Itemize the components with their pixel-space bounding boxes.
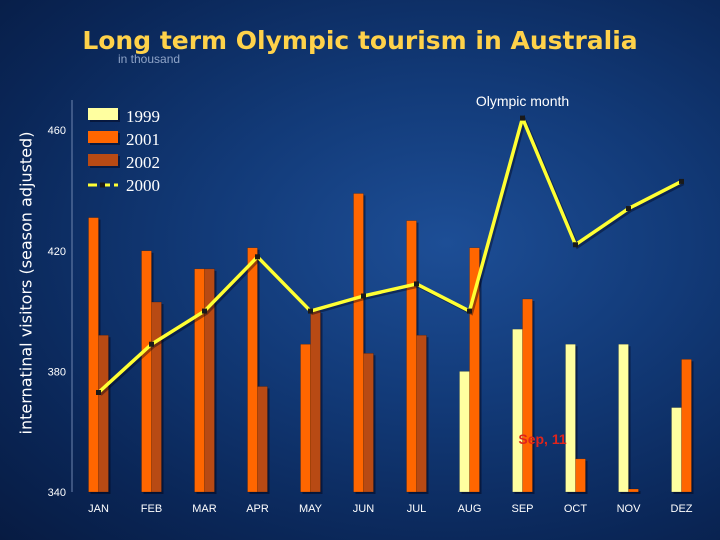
legend-swatch-2002 [88,154,118,166]
bar-2001-dez [681,359,692,493]
y-tick-label: 460 [48,125,66,137]
bar-2002-mar [204,268,215,493]
bar-2001-may [300,343,311,493]
legend-swatch-2001 [88,131,118,143]
legend: 1999 2001 2002 2000 [88,107,160,195]
line-point-sep [520,115,525,121]
line-shadow [99,114,685,396]
x-tick-label: AUG [458,503,482,515]
legend-swatch-1999 [88,108,118,120]
line-layer [96,114,685,396]
annotation-1: Sep, 11 [518,431,566,447]
legend-marker [100,182,105,188]
x-tick-label: APR [246,503,269,515]
line-point-dez [679,178,684,184]
x-tick-label: JAN [88,503,109,515]
chart-subtitle: in thousand [118,52,181,66]
bar-2001-jul [406,220,417,493]
x-tick-label: JUN [353,503,374,515]
x-tick-label: OCT [564,503,588,515]
bar-2002-jan [98,334,109,493]
bar-1999-oct [565,343,576,493]
line-point-jun [361,293,366,299]
x-tick-label: DEZ [671,503,693,515]
bar-2001-feb [141,250,152,493]
bar-2001-oct [575,458,586,493]
line-point-oct [573,242,578,248]
line-point-feb [149,341,154,347]
bars-layer [88,193,694,494]
bar-2002-apr [257,386,268,493]
line-point-may [308,308,313,314]
bar-2001-sep [522,298,533,493]
bar-2001-mar [194,268,205,493]
bar-2002-jun [363,353,374,493]
x-tick-label: FEB [141,503,162,515]
bar-2001-nov [628,488,639,493]
bar-2002-may [310,310,321,493]
annotation-0: Olympic month [476,93,569,109]
legend-label-2000: 2000 [126,176,160,195]
y-tick-label: 380 [48,366,66,378]
bar-2001-apr [247,247,258,493]
y-tick-label: 420 [48,246,66,258]
legend-label-1999: 1999 [126,107,160,126]
bar-2002-feb [151,301,162,493]
line-point-apr [255,254,260,260]
line-2000 [97,116,683,394]
axes-layer: 340 380 420 460 JAN FEB MAR APR MAY JUN JUL AUG SEP O… [48,100,693,515]
line-point-aug [467,308,472,314]
bar-1999-dez [671,407,682,493]
chart-title: Long term Olympic tourism in Australia [82,26,638,55]
line-point-jan [96,389,101,395]
bar-2001-jan [88,217,99,493]
x-tick-label: JUL [407,503,427,515]
line-point-jul [414,281,419,287]
bar-2002-jul [416,334,427,493]
bar-2001-jun [353,193,364,493]
y-tick-label: 340 [48,487,66,499]
x-tick-label: NOV [617,503,642,515]
bar-1999-aug [459,371,470,493]
bar-2001-aug [469,247,480,493]
legend-label-2001: 2001 [126,130,160,149]
line-point-nov [626,206,631,212]
bar-shadow [630,490,641,494]
legend-label-2002: 2002 [126,153,160,172]
bar-1999-sep [512,328,523,493]
bar-1999-nov [618,343,629,493]
line-point-mar [202,308,207,314]
x-tick-label: MAY [299,503,323,515]
x-tick-label: SEP [511,503,533,515]
annotations-layer: Olympic month Sep, 11 [476,93,569,447]
x-tick-label: MAR [192,503,217,515]
